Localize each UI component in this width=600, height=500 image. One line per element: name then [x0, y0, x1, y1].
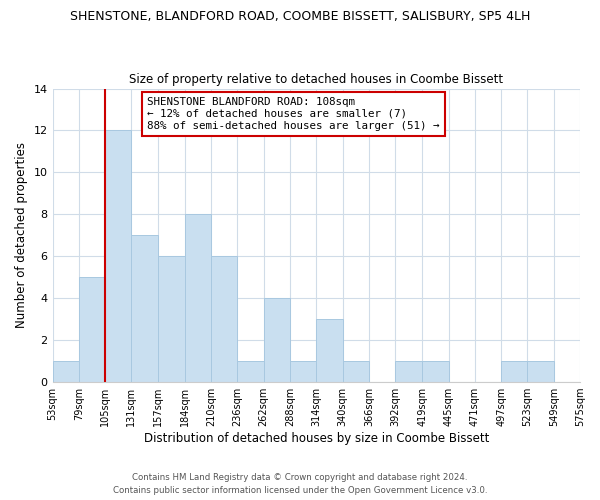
Title: Size of property relative to detached houses in Coombe Bissett: Size of property relative to detached ho…	[129, 73, 503, 86]
Bar	[501, 361, 527, 382]
Text: SHENSTONE BLANDFORD ROAD: 108sqm
← 12% of detached houses are smaller (7)
88% of: SHENSTONE BLANDFORD ROAD: 108sqm ← 12% o…	[148, 98, 440, 130]
Bar	[395, 361, 422, 382]
Bar	[79, 278, 105, 382]
Text: SHENSTONE, BLANDFORD ROAD, COOMBE BISSETT, SALISBURY, SP5 4LH: SHENSTONE, BLANDFORD ROAD, COOMBE BISSET…	[70, 10, 530, 23]
Text: Contains HM Land Registry data © Crown copyright and database right 2024.
Contai: Contains HM Land Registry data © Crown c…	[113, 474, 487, 495]
Bar	[527, 361, 554, 382]
X-axis label: Distribution of detached houses by size in Coombe Bissett: Distribution of detached houses by size …	[143, 432, 489, 445]
Bar	[53, 361, 79, 382]
Bar	[290, 361, 316, 382]
Bar	[264, 298, 290, 382]
Bar	[343, 361, 369, 382]
Y-axis label: Number of detached properties: Number of detached properties	[15, 142, 28, 328]
Bar	[211, 256, 238, 382]
Bar	[158, 256, 185, 382]
Bar	[105, 130, 131, 382]
Bar	[316, 319, 343, 382]
Bar	[238, 361, 264, 382]
Bar	[131, 236, 158, 382]
Bar	[185, 214, 211, 382]
Bar	[422, 361, 449, 382]
